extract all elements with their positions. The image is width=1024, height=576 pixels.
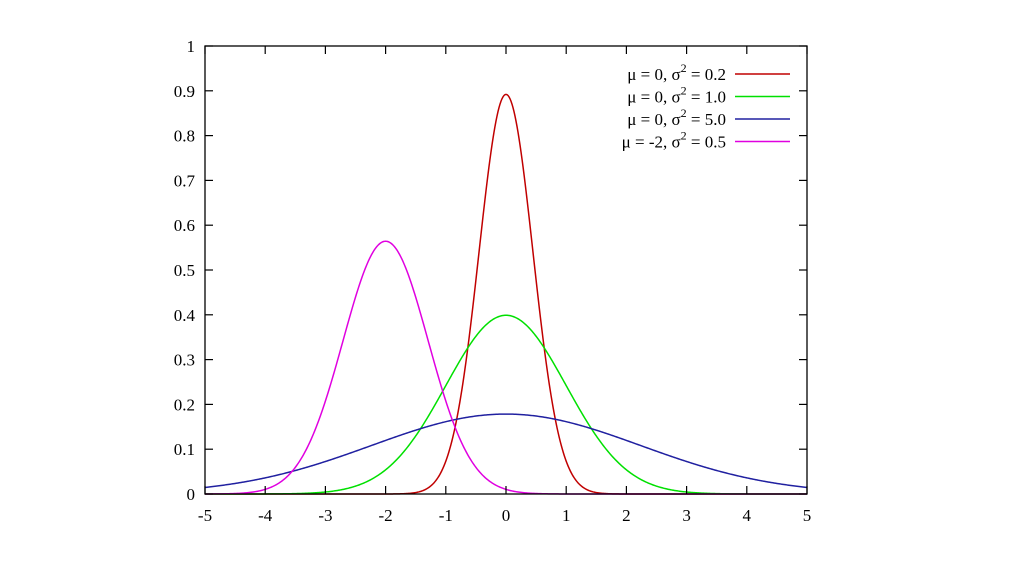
series-line-4 <box>205 240 807 495</box>
y-tick-label: 0.3 <box>174 351 195 370</box>
x-tick-labels: -5 -4 -3 -2 -1 0 1 2 3 4 5 <box>198 506 811 525</box>
legend-label-prefix: μ = 0, σ <box>627 110 680 129</box>
legend-label-superscript: 2 <box>681 84 687 98</box>
x-tick-label: -2 <box>379 506 393 525</box>
legend-label-superscript: 2 <box>681 106 687 120</box>
x-tick-label: 4 <box>743 506 752 525</box>
legend-label-superscript: 2 <box>681 61 687 75</box>
series-line-3 <box>204 413 808 489</box>
legend-label-suffix: = 0.5 <box>687 133 726 152</box>
x-tick-label: -3 <box>318 506 332 525</box>
legend-label-suffix: = 1.0 <box>687 88 726 107</box>
legend-label-1: μ = 0, σ2 = 0.2 <box>627 61 726 84</box>
legend-label-prefix: μ = 0, σ <box>627 65 680 84</box>
curves-layer <box>204 93 808 495</box>
legend-label-superscript: 2 <box>681 129 687 143</box>
x-tick-label: 2 <box>622 506 631 525</box>
legend-label-3: μ = 0, σ2 = 5.0 <box>627 106 726 129</box>
y-tick-label: 0.4 <box>174 306 196 325</box>
x-tick-label: -1 <box>439 506 453 525</box>
legend-label-4: μ = -2, σ2 = 0.5 <box>622 129 726 152</box>
y-tick-label: 0.8 <box>174 127 195 146</box>
x-tick-label: -5 <box>198 506 212 525</box>
y-tick-label: 0.6 <box>174 216 195 235</box>
series-line-1 <box>205 93 807 495</box>
x-tick-label: -4 <box>258 506 273 525</box>
tick-marks <box>204 45 808 495</box>
x-tick-label: 5 <box>803 506 812 525</box>
legend: μ = 0, σ2 = 0.2μ = 0, σ2 = 1.0μ = 0, σ2 … <box>622 61 790 152</box>
y-tick-label: 0.1 <box>174 440 195 459</box>
y-tick-labels: 0 0.1 0.2 0.3 0.4 0.5 0.6 0.7 0.8 0.9 1 <box>174 37 196 504</box>
legend-label-suffix: = 5.0 <box>687 110 726 129</box>
x-tick-label: 0 <box>502 506 511 525</box>
legend-label-2: μ = 0, σ2 = 1.0 <box>627 84 726 107</box>
legend-label-prefix: μ = 0, σ <box>627 88 680 107</box>
legend-label-prefix: μ = -2, σ <box>622 133 681 152</box>
y-tick-label: 0.7 <box>174 171 196 190</box>
legend-label-suffix: = 0.2 <box>687 65 726 84</box>
y-tick-label: 0.5 <box>174 261 195 280</box>
y-tick-label: 0.2 <box>174 395 195 414</box>
x-tick-label: 3 <box>682 506 691 525</box>
y-tick-label: 0.9 <box>174 82 195 101</box>
y-tick-label: 0 <box>187 485 196 504</box>
x-tick-label: 1 <box>562 506 571 525</box>
y-tick-label: 1 <box>187 37 196 56</box>
